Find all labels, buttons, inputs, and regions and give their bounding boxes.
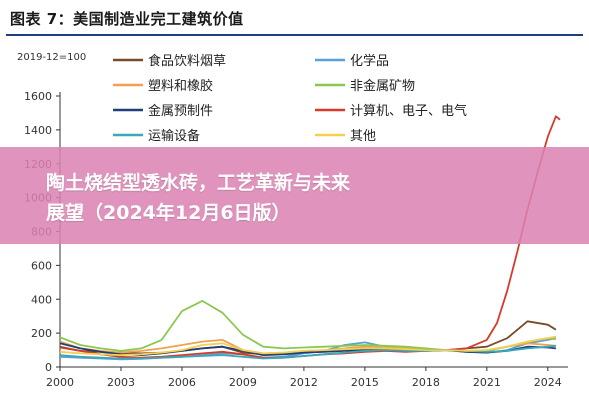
x-tick-label: 2021 [473, 376, 501, 389]
title-divider [6, 34, 583, 36]
x-tick-label: 2000 [46, 376, 74, 389]
y-tick-label: 200 [31, 327, 52, 340]
legend-label: 非金属矿物 [350, 78, 415, 94]
legend-label: 金属预制件 [148, 103, 213, 119]
y-tick-label: 400 [31, 293, 52, 306]
x-tick-label: 2024 [534, 376, 562, 389]
series-line [59, 335, 557, 356]
legend-label: 化学品 [350, 53, 389, 69]
legend-label: 计算机、电子、电气 [350, 103, 467, 119]
x-tick-label: 2018 [412, 376, 440, 389]
banner-line-2: 展望（2024年12月6日版） [46, 202, 291, 224]
y-tick-label: 600 [31, 259, 52, 272]
series-line [59, 300, 556, 353]
legend-label: 运输设备 [148, 128, 200, 144]
y-tick-label: 1600 [24, 90, 52, 103]
y-axis-unit-label: 2019-12=100 [17, 52, 86, 63]
y-tick-label: 0 [45, 361, 52, 374]
legend-label: 其他 [350, 129, 376, 144]
y-tick-label: 1400 [24, 124, 52, 137]
x-tick-label: 2003 [107, 376, 135, 389]
x-tick-label: 2015 [351, 376, 379, 389]
legend-label: 食品饮料烟草 [148, 53, 226, 69]
banner-line-1: 陶土烧结型透水砖，工艺革新与未来 [46, 172, 351, 194]
banner-text: 陶土烧结型透水砖，工艺革新与未来 展望（2024年12月6日版） [46, 168, 566, 228]
x-tick-label: 2006 [168, 376, 196, 389]
overlay-banner [0, 147, 589, 244]
chart-series-lines [59, 115, 561, 361]
x-tick-label: 2012 [290, 376, 318, 389]
legend-label: 塑料和橡胶 [148, 78, 213, 94]
chart-title: 图表 7：美国制造业完工建筑价值 [10, 10, 244, 28]
series-line [59, 344, 556, 360]
x-tick-label: 2009 [229, 376, 257, 389]
